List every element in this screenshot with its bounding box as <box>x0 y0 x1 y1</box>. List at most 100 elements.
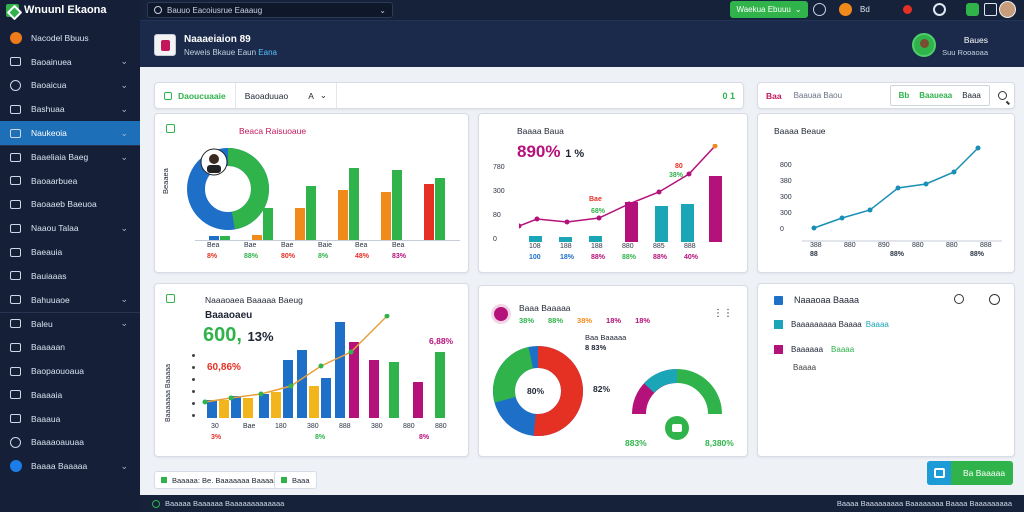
refresh-icon[interactable] <box>954 294 964 304</box>
alert-icon[interactable] <box>903 5 912 14</box>
list-item[interactable]: Baaaaaaaaa Baaaa Baaaa <box>774 320 889 329</box>
doc-icon <box>9 223 22 234</box>
gauge-left-label: 883% <box>625 438 647 448</box>
y-tick-label: 0 <box>780 226 784 233</box>
settings-icon[interactable] <box>933 3 946 16</box>
chart-bar <box>263 208 273 240</box>
chart-bar <box>297 350 307 418</box>
chart-icon <box>9 128 22 139</box>
sidebar-item[interactable]: Baoaaeb Baeuoa <box>0 193 140 217</box>
sidebar-item[interactable]: Baoaarbuea <box>0 169 140 193</box>
sidebar-item[interactable]: Bashuaa ⌄ <box>0 97 140 121</box>
filter-segment-2[interactable]: Baoaduuao A ⌄ <box>236 83 338 108</box>
sidebar-item[interactable]: Baaaa Baaaaa ⌄ <box>0 454 140 478</box>
x-tick-label: Bae <box>244 242 257 249</box>
globe-icon <box>9 79 22 91</box>
chart-bar <box>349 342 359 418</box>
sidebar-item[interactable]: Baaeliaia Baeg ⌄ <box>0 144 140 169</box>
bottom-chip-1[interactable]: Baaaaa: Be. Baaaaaaa Baaaaaa <box>154 471 289 489</box>
avatar[interactable] <box>999 1 1016 18</box>
sidebar-item-label: Naaou Talaa <box>31 223 79 234</box>
gauge-segment-teal <box>643 368 678 394</box>
sidebar-item[interactable]: Naaou Talaa ⌄ <box>0 216 140 240</box>
card-menu-icon[interactable] <box>166 124 175 133</box>
grid-icon[interactable] <box>984 3 997 16</box>
legend: 38% 88% 38% 18% 18% <box>519 316 650 325</box>
user-name: Baues <box>963 35 988 45</box>
page-header: Naaaeiaion 89 Neweis Bkaue Eaun Eana Bau… <box>140 20 1024 67</box>
global-search[interactable]: Bauuo Eacoiusrue Eaaaug ⌄ <box>147 2 393 18</box>
avatar-body-icon <box>207 165 221 173</box>
filter-segment-2-label: Baoaduuao <box>244 90 289 101</box>
bottom-chip-1-label: Baaaaa: Be. Baaaaaaa Baaaaaa <box>172 475 282 485</box>
chart-bar <box>306 186 316 240</box>
sidebar-item[interactable]: Baaaaoauuaa <box>0 431 140 455</box>
x-pct-label: 88% <box>622 254 637 261</box>
x-tick-label: 388 <box>810 242 822 249</box>
card-menu-icon[interactable]: ⋮⋮ <box>713 308 733 319</box>
search-options[interactable]: Bb Baaueaa Baaa <box>889 85 990 106</box>
sidebar-item[interactable]: Nacodel Bbuus <box>0 26 140 50</box>
legend-item: 18% <box>635 316 651 325</box>
kpi-value: 600, 13% <box>203 324 274 347</box>
sidebar-item[interactable]: Baopaouoaua <box>0 359 140 383</box>
x-tick-label: 108 <box>529 243 541 250</box>
annotation-right: 6,88% <box>429 336 454 346</box>
sidebar-item[interactable]: Baoainuea ⌄ <box>0 50 140 74</box>
filter-count[interactable]: 0 1 <box>722 90 735 101</box>
bottom-chip-2-label: Baaa <box>292 475 310 485</box>
clock-icon[interactable] <box>813 3 826 16</box>
sidebar-item[interactable]: Bahuuaoe ⌄ <box>0 288 140 312</box>
search-input[interactable]: Baauaa Baou <box>793 91 843 100</box>
sidebar-item[interactable]: Baaaaia <box>0 383 140 407</box>
card-title: Baaaa Baua <box>517 126 564 136</box>
card-notes: Naaaoaa Baaaa Baaaaaaaaa Baaaa Baaaa Baa… <box>757 283 1015 457</box>
filter-segment-1[interactable]: Daoucuaaie <box>155 83 236 108</box>
donut-callout: Baa Baaaaa <box>585 333 627 342</box>
notification-icon[interactable] <box>839 3 852 16</box>
sidebar-item[interactable]: Baeauia <box>0 240 140 264</box>
bottom-chip-2[interactable]: Baaa <box>274 471 317 489</box>
sidebar-item[interactable]: Naukeoia ⌄ <box>0 121 140 145</box>
list-icon <box>774 296 783 305</box>
sidebar-item-label: Baaaaan <box>31 342 66 353</box>
chart-bar <box>435 352 445 418</box>
top-action-button[interactable]: Waekua Ebuuu ⌄ <box>730 1 808 18</box>
app-logo-icon <box>6 3 19 17</box>
orange-circle-icon <box>9 31 22 44</box>
sidebar-item[interactable]: Baaaaan <box>0 335 140 359</box>
list-item[interactable]: Baaaaaa Baaaa <box>774 345 854 354</box>
trend-line <box>202 314 390 405</box>
sidebar-item[interactable]: Bauiaaas <box>0 264 140 288</box>
sidebar-item[interactable]: Baoaicua ⌄ <box>0 74 140 98</box>
chart-bar <box>295 208 305 240</box>
sidebar-item[interactable]: Baleu ⌄ <box>0 311 140 336</box>
sidebar-item[interactable]: Baaaua <box>0 407 140 431</box>
status-left-text: Baaaaa Baaaaaa Baaaaaaaaaaaaa <box>165 499 285 508</box>
x-tick-label: 880 <box>946 242 958 249</box>
y-tick-marker <box>192 402 195 405</box>
app-brand[interactable]: Wnuunl Ekaona <box>0 0 140 20</box>
chip-icon <box>161 477 167 483</box>
x-tick-label: Bae <box>281 242 294 249</box>
data-point <box>656 189 662 195</box>
chat-icon[interactable] <box>966 3 979 16</box>
data-point <box>288 383 294 389</box>
filter-icon <box>164 91 172 100</box>
chevron-down-icon: ⌄ <box>120 294 128 305</box>
data-point <box>564 219 570 225</box>
info-icon[interactable] <box>989 294 1000 305</box>
sidebar-nav: Nacodel Bbuus Baoainuea ⌄ Baoaicua ⌄ Bashuaa ⌄… <box>0 26 140 478</box>
y-tick-marker <box>192 354 195 357</box>
floating-action-button[interactable]: Ba Baaaaa <box>927 461 1013 485</box>
list-item-label: Baaaaaaaaa Baaaa <box>791 320 862 329</box>
search-panel: Baa Baauaa Baou Bb Baaueaa Baaa <box>757 82 1015 109</box>
card-icon <box>9 389 22 400</box>
card-menu-icon[interactable] <box>166 294 175 303</box>
x-pct-label: 88% <box>244 253 259 260</box>
user-avatar[interactable] <box>912 33 936 57</box>
chevron-down-icon: ⌄ <box>120 460 128 471</box>
kpi-suffix: 1 % <box>565 148 585 160</box>
search-icon[interactable] <box>997 91 1007 100</box>
x-tick-label: Bea <box>207 242 220 249</box>
